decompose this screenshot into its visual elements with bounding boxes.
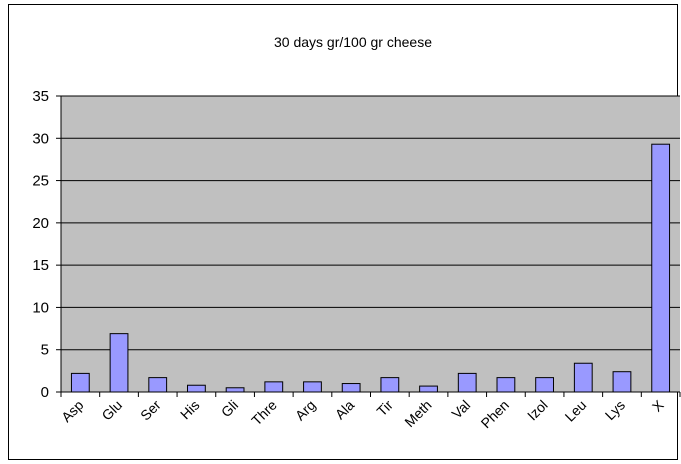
- x-tick-label-lys: Lys: [602, 397, 628, 423]
- bar-leu: [573, 362, 593, 393]
- gridlines: [61, 95, 680, 351]
- bar-asp: [70, 372, 90, 393]
- x-tick-label-phen: Phen: [478, 397, 512, 431]
- plot-area: [61, 96, 680, 392]
- bar-his: [187, 384, 206, 393]
- x-tick-label-asp: Asp: [58, 397, 87, 426]
- x-tick-labels: Asp Glu Ser His Gli Thre Arg Ala Tir Meth Val Phen I…: [58, 396, 667, 431]
- y-tick-label: 20: [32, 215, 49, 232]
- bar-glu: [109, 333, 129, 393]
- y-tick-label: 15: [32, 257, 49, 274]
- bar-arg: [303, 381, 322, 393]
- y-tick-label: 0: [41, 384, 49, 401]
- y-tick-labels: 0 5 10 15 20 25 30 35: [32, 88, 49, 401]
- x-tick-label-x: X: [649, 396, 667, 414]
- bar-val: [457, 372, 477, 393]
- chart-title: 30 days gr/100 gr cheese: [274, 34, 432, 50]
- bar-meth: [419, 385, 438, 393]
- bar-lys: [612, 371, 632, 393]
- x-tick-label-arg: Arg: [292, 397, 319, 424]
- x-tick-label-thre: Thre: [248, 397, 280, 429]
- bar-gli: [225, 387, 245, 393]
- x-tick-label-his: His: [177, 397, 203, 423]
- bar-x: [651, 143, 671, 393]
- x-tick-label-glu: Glu: [98, 397, 125, 424]
- y-tick-label: 35: [32, 88, 49, 105]
- bar-ala: [341, 383, 361, 393]
- y-tick-label: 5: [41, 342, 49, 359]
- x-tick-label-val: Val: [448, 397, 473, 422]
- bar-tir: [380, 377, 400, 393]
- x-tick-label-tir: Tir: [373, 397, 396, 420]
- bar-izol: [535, 377, 554, 393]
- x-tick-label-gli: Gli: [218, 397, 241, 420]
- bar-thre: [264, 381, 284, 393]
- y-tick-label: 10: [32, 299, 49, 316]
- x-tick-label-izol: Izol: [524, 397, 551, 424]
- bar-ser: [148, 377, 168, 393]
- bars: [70, 143, 671, 393]
- axes: [56, 95, 681, 397]
- y-tick-label: 30: [32, 130, 49, 147]
- x-tick-label-ala: Ala: [332, 397, 358, 423]
- y-tick-label: 25: [32, 173, 49, 190]
- x-tick-label-leu: Leu: [562, 397, 590, 425]
- bar-phen: [496, 377, 516, 393]
- x-tick-label-meth: Meth: [401, 397, 434, 430]
- x-tick-label-ser: Ser: [137, 397, 164, 424]
